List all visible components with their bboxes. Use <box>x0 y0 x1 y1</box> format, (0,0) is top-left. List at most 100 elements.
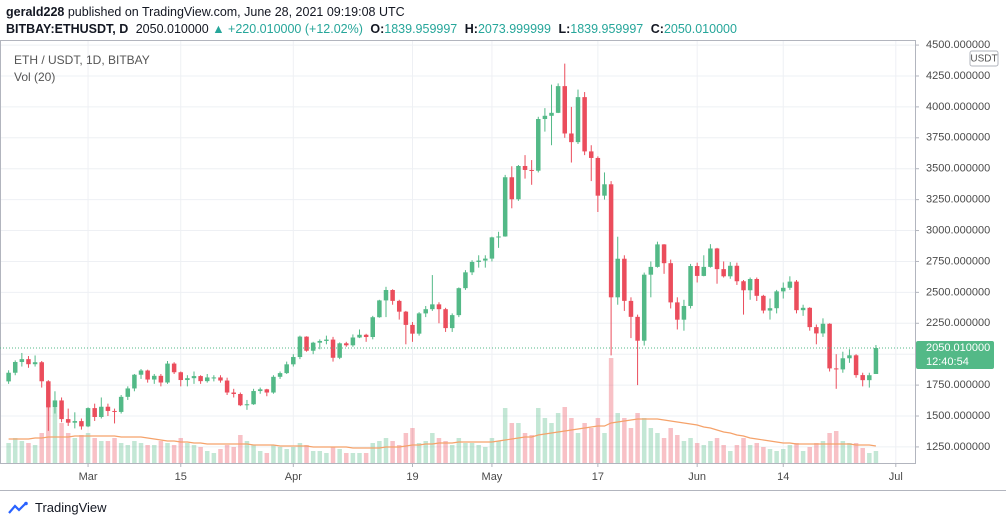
volume-bar <box>734 445 740 463</box>
candle-body <box>72 421 78 423</box>
candle-body <box>430 304 435 310</box>
volume-bar <box>344 453 349 463</box>
candle-body <box>132 374 137 389</box>
volume-bar <box>264 453 270 463</box>
candle-body <box>244 404 250 406</box>
candle-body <box>721 269 726 277</box>
volume-bar <box>780 449 786 463</box>
candle-body <box>377 300 382 318</box>
volume-bar <box>218 449 223 463</box>
candle-body <box>277 373 283 377</box>
candle-body <box>105 406 111 411</box>
candle-body <box>800 307 806 311</box>
candle-body <box>396 300 402 312</box>
y-tick-label: 4250.000000 <box>926 70 990 82</box>
candle-body <box>549 112 554 116</box>
candle-body <box>529 169 534 171</box>
volume-bar <box>330 447 336 463</box>
candle-body <box>185 378 190 381</box>
candle-body <box>152 375 157 380</box>
volume-bar <box>244 441 250 463</box>
volume-bar <box>628 428 634 463</box>
ohlc-label: H: <box>464 22 478 36</box>
candle-body <box>780 287 786 292</box>
volume-bar <box>284 449 289 463</box>
candle-body <box>297 336 303 358</box>
candle-body <box>615 258 620 298</box>
volume-bar <box>814 443 819 463</box>
candle-body <box>582 97 587 152</box>
volume-bar <box>721 445 726 463</box>
candle-body <box>410 324 415 334</box>
candle-body <box>291 357 296 365</box>
ohlc-value: 1839.959997 <box>570 22 644 36</box>
candle-body <box>509 177 515 200</box>
candle-body <box>542 115 548 120</box>
volume-bar <box>171 445 177 463</box>
volume-bar <box>840 441 846 463</box>
volume-bar <box>555 413 561 463</box>
symbol: BITBAY:ETHUSDT, D <box>6 22 129 36</box>
candle-body <box>754 279 760 296</box>
y-tick-label: 2750.000000 <box>926 255 990 267</box>
volume-bar <box>65 433 71 463</box>
volume-bar <box>641 418 647 463</box>
candle-body <box>873 348 879 374</box>
chart-title: ETH / USDT, 1D, BITBAY <box>14 53 150 67</box>
candle-body <box>317 340 323 343</box>
y-tick-label: 3250.000000 <box>926 194 990 206</box>
candle-body <box>383 290 389 301</box>
candle-body <box>271 376 276 393</box>
candle-body <box>628 300 634 317</box>
volume-bar <box>178 438 183 463</box>
volume-bar <box>747 445 753 463</box>
candle-body <box>655 244 660 267</box>
volume-bar <box>32 445 38 463</box>
volume-bar <box>6 443 11 463</box>
candle-body <box>608 184 614 298</box>
candle-body <box>622 258 627 301</box>
candle-body <box>238 394 243 406</box>
candle-body <box>562 86 568 134</box>
volume-bar <box>310 451 316 463</box>
volume-bar <box>635 413 640 463</box>
volume-ma-line <box>8 418 876 449</box>
publisher: gerald228 <box>6 5 65 19</box>
volume-bar <box>655 433 660 463</box>
candle-body <box>694 266 700 276</box>
candle-body <box>46 381 51 408</box>
volume-bar <box>224 445 230 463</box>
candle-body <box>330 339 336 358</box>
candle-body <box>251 391 256 405</box>
bar-countdown: 12:40:54 <box>926 356 969 368</box>
y-tick-label: 3750.000000 <box>926 132 990 144</box>
volume-bar <box>430 433 435 463</box>
last-price-label: 2050.010000 <box>926 342 990 354</box>
logo-path <box>8 501 27 514</box>
candle-body <box>714 248 720 270</box>
published-info: published on TradingView.com, June 28, 2… <box>67 5 405 19</box>
volume-bar <box>476 445 481 463</box>
volume-bar <box>860 448 865 463</box>
candle-body <box>767 308 773 311</box>
volume-bar <box>390 441 395 463</box>
candle-body <box>6 372 11 382</box>
candle-body <box>324 339 329 341</box>
candle-body <box>602 184 607 196</box>
volume-bar <box>873 451 879 463</box>
candle-body <box>734 265 740 282</box>
x-tick-label: Jun <box>688 471 706 483</box>
y-tick-label: 3000.000000 <box>926 224 990 236</box>
ohlc-value: 2050.010000 <box>663 22 737 36</box>
candle-body <box>59 400 64 420</box>
candle-body <box>357 334 362 338</box>
volume-bar <box>132 441 137 463</box>
volume-legend: Vol (20) <box>14 70 55 84</box>
volume-bar <box>191 445 197 463</box>
volume-bar <box>694 443 700 463</box>
candle-body <box>502 177 508 237</box>
candle-body <box>814 327 819 334</box>
candle-body <box>178 372 183 381</box>
